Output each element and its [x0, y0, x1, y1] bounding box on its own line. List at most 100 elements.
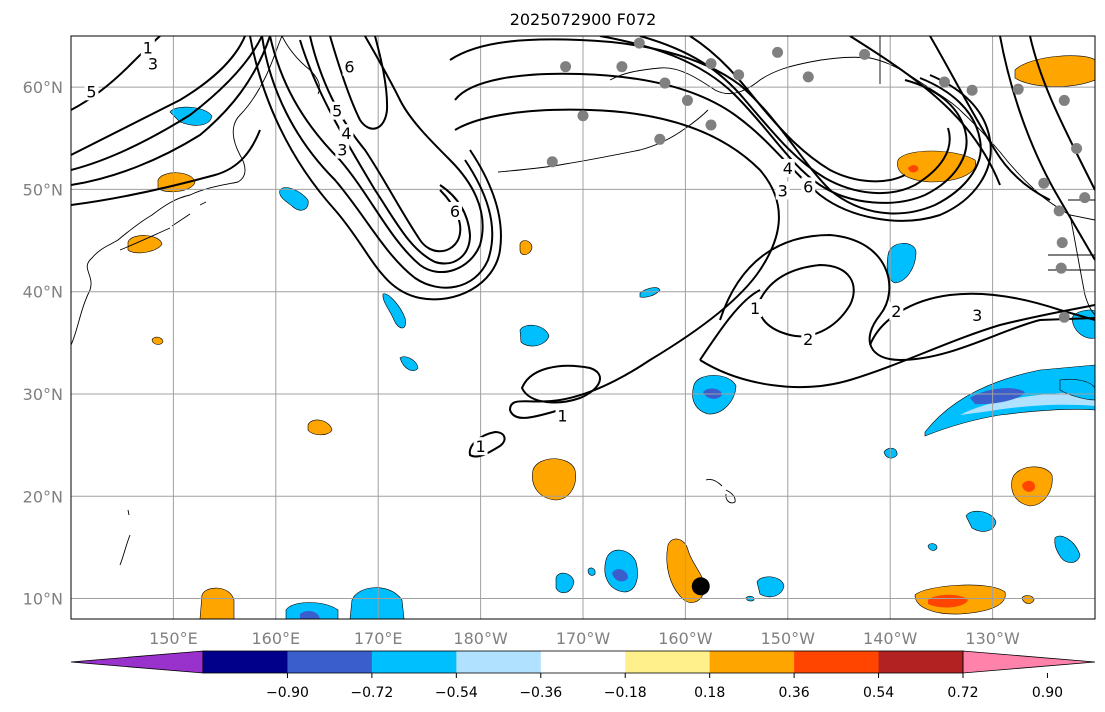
patch-orange: [897, 150, 977, 183]
contour-label-halo: [339, 124, 354, 143]
contour-line: [929, 36, 1051, 201]
station-dot: [633, 37, 645, 49]
station-dot: [859, 48, 871, 60]
patch-red: [908, 165, 919, 173]
latitude-ticks: 10°N 20°N 30°N 40°N 50°N 60°N: [23, 78, 63, 608]
longitude-label: 140°W: [863, 629, 918, 648]
patch-blue: [756, 576, 785, 598]
contour-line: [454, 108, 780, 419]
contour-line: [249, 36, 502, 301]
patch-lightblue: [960, 392, 1095, 415]
contour-label-halo: [889, 302, 904, 321]
station-dot: [802, 71, 814, 83]
patch-blue: [927, 543, 938, 551]
contour-line: [639, 36, 951, 195]
colorbar-label: −0.72: [350, 685, 393, 701]
contour-label: 6: [803, 177, 813, 196]
contour-line: [520, 364, 602, 404]
station-dot: [733, 69, 745, 81]
patch-blue: [965, 510, 997, 532]
colorbar-segment: [794, 651, 880, 673]
contour-label: 1: [143, 38, 153, 57]
alaska-coast: [609, 56, 1095, 221]
contour-label-halo: [145, 54, 160, 73]
patch-darkblue: [300, 611, 320, 619]
station-dot: [1056, 237, 1068, 249]
station-dot: [705, 58, 717, 70]
contour-line: [261, 36, 494, 289]
station-dot: [1071, 143, 1083, 155]
patch-blue: [1054, 535, 1081, 563]
colorbar-segment: [878, 651, 964, 673]
station-dot: [1053, 205, 1065, 217]
patch-blue: [639, 287, 661, 298]
latitude-label: 10°N: [23, 590, 63, 609]
contour-label-halo: [140, 38, 155, 57]
station-dot: [966, 84, 978, 96]
station-dot: [938, 76, 950, 88]
colorbar-label: 0.54: [863, 685, 894, 701]
colorbar-segment: [456, 651, 542, 673]
patch-blue: [519, 324, 550, 347]
contour-line: [1029, 36, 1095, 191]
colorbar-frame: [202, 650, 964, 674]
station-dot: [705, 119, 717, 131]
map-title: 2025072900 F072: [509, 10, 657, 29]
contour-label-halo: [342, 57, 357, 76]
contour-label: 4: [783, 159, 793, 178]
station-dot: [772, 46, 784, 58]
colorbar-label: 0.18: [694, 685, 725, 701]
contour-line: [758, 263, 855, 338]
patch-blue: [1071, 309, 1095, 339]
longitude-label: 180°W: [453, 629, 508, 648]
colorbar-extend-low: [70, 650, 204, 674]
contour-line: [454, 72, 992, 222]
station-dot: [616, 61, 628, 73]
patch-orange: [532, 458, 576, 501]
station-dot: [577, 110, 589, 122]
longitude-label: 170°E: [354, 629, 403, 648]
longitude-label: 130°W: [965, 629, 1020, 648]
contour-line: [849, 36, 1001, 186]
patch-orange: [1014, 55, 1095, 87]
station-dot: [1012, 83, 1024, 95]
contour-label: 1: [476, 437, 486, 456]
station-dot: [1055, 262, 1067, 274]
contour-line: [71, 129, 261, 206]
contour-label: 5: [332, 102, 342, 121]
contour-label-halo: [555, 406, 570, 425]
contour-label-halo: [780, 158, 795, 177]
latitude-label: 50°N: [23, 180, 63, 199]
contour-line: [719, 233, 1095, 362]
station-dot: [1079, 192, 1091, 204]
patch-darkblue: [970, 388, 1025, 405]
colorbar: −0.90 −0.72 −0.54 −0.36 −0.18 0.18 0.36 0.54 0.7…: [70, 650, 1096, 701]
colorbar-segment: [287, 651, 373, 673]
contour-line: [689, 36, 906, 183]
station-dots: [546, 37, 1091, 323]
station-dot: [1058, 311, 1070, 323]
marianas: [119, 509, 131, 566]
contour-line: [869, 292, 1095, 346]
colorbar-segment: [371, 651, 457, 673]
contour-label-halo: [448, 201, 462, 220]
contour-line: [599, 36, 968, 204]
latitude-label: 40°N: [23, 283, 63, 302]
station-dot: [560, 61, 572, 73]
north-america-west: [1069, 214, 1095, 316]
contour-lines: [71, 36, 1095, 458]
contour-label: 1: [557, 406, 567, 425]
contour-label: 3: [972, 306, 982, 325]
station-dot: [654, 133, 666, 145]
asia-coast: [71, 36, 283, 346]
colorbar-label: −0.90: [266, 685, 309, 701]
patch-blue: [285, 602, 339, 619]
contour-label: 2: [803, 330, 813, 349]
storm-position-marker: [691, 577, 710, 596]
patch-darkblue: [612, 569, 628, 582]
patch-orange: [127, 235, 163, 254]
colorbar-segment: [709, 651, 795, 673]
